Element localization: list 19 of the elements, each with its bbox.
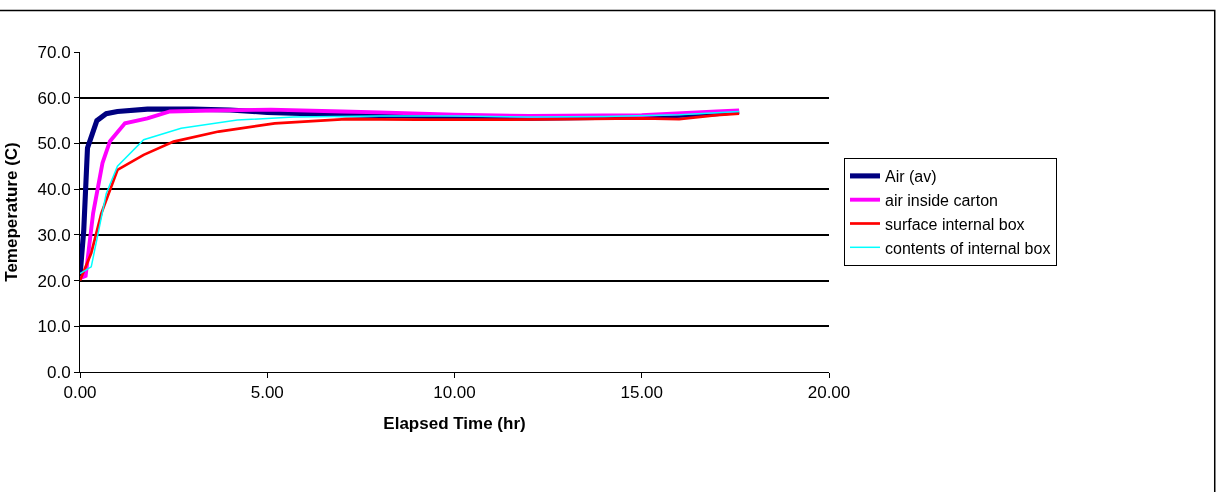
- x-tick-label: 15.00: [620, 383, 664, 403]
- x-tick-label: 20.00: [807, 383, 851, 403]
- y-tick-label: 30.0: [37, 225, 71, 245]
- y-axis-title: Temeperature (C): [2, 142, 22, 282]
- y-tick-label: 50.0: [37, 134, 71, 154]
- y-tick-label: 70.0: [37, 42, 71, 62]
- legend-label: contents of internal box: [884, 239, 1051, 257]
- legend-label: air inside carton: [884, 191, 998, 209]
- legend-label: Air (av): [884, 168, 937, 186]
- y-tick-label: 0.0: [46, 362, 71, 382]
- y-tick-label: 20.0: [37, 271, 71, 291]
- x-tick-label: 0.00: [63, 383, 97, 403]
- x-axis-title: Elapsed Time (hr): [383, 413, 526, 433]
- y-tick-label: 10.0: [37, 317, 71, 337]
- y-tick-label: 60.0: [37, 88, 71, 108]
- x-tick-label: 5.00: [250, 383, 284, 403]
- x-tick-label: 10.00: [433, 383, 476, 403]
- legend-label: surface internal box: [884, 215, 1025, 233]
- y-tick-label: 40.0: [37, 180, 71, 200]
